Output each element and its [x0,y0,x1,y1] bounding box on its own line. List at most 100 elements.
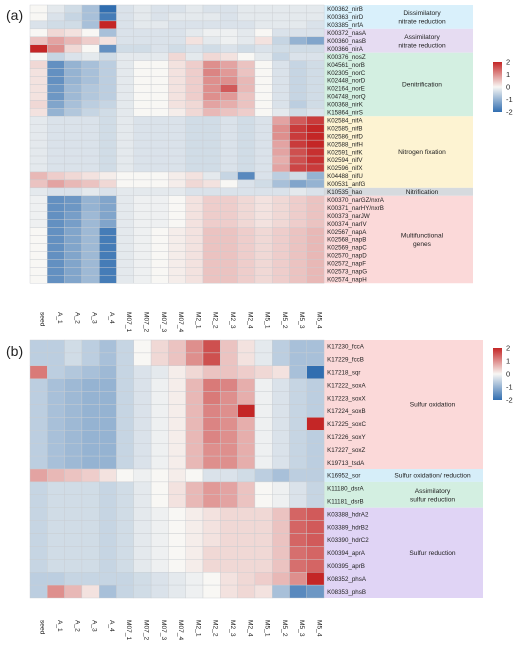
heatmap-cell [150,391,169,405]
heatmap-cell [116,195,134,204]
heatmap-cell [116,378,134,392]
heatmap-cell [185,147,204,157]
heatmap-cell [98,352,117,366]
heatmap-cell [220,481,238,495]
heatmap-cell [272,430,290,444]
heatmap-cell [237,28,256,38]
heatmap-cell [272,339,290,354]
heatmap-cell [150,481,169,495]
heatmap-cell [289,219,307,228]
heatmap-cell [289,520,307,534]
heatmap-cell [133,108,152,117]
heatmap-cell [98,147,117,157]
heatmap-cell [168,12,186,22]
heatmap-cell [116,219,134,228]
heatmap-cell [98,155,117,165]
heatmap-cell [306,219,325,228]
heatmap-cell [220,187,238,197]
heatmap-cell [29,455,48,470]
heatmap-cell [116,52,134,61]
heatmap-cell [254,100,273,109]
heatmap-cell [289,584,307,599]
heatmap-cell [306,481,325,495]
heatmap-cell [220,76,238,85]
heatmap-cell [289,76,307,85]
heatmap-cell [254,108,273,117]
heatmap-cell [289,267,307,276]
heatmap-cell [237,131,256,141]
heatmap-cell [150,195,169,204]
heatmap-cell [202,179,221,189]
heatmap-cell [289,203,307,212]
heatmap-cell [98,259,117,268]
heatmap-cell [150,187,169,197]
heatmap-cell [29,179,48,189]
heatmap-cell [237,60,256,69]
heatmap-cell [185,203,204,212]
heatmap-cell [185,139,204,149]
heatmap-cell [64,559,83,573]
category-band [324,5,473,29]
heatmap-cell [237,100,256,109]
heatmap-cell [81,378,100,392]
color-scale-tick: 2 [506,58,510,67]
heatmap-cell [168,179,186,189]
heatmap-cell [150,259,169,268]
heatmap-cell [81,259,100,268]
heatmap-cell [202,52,221,61]
heatmap-cell [29,235,48,244]
heatmap-cell [306,251,325,260]
heatmap-cell [150,92,169,101]
heatmap-cell [98,443,117,457]
heatmap-cell [29,227,48,236]
heatmap-cell [306,243,325,252]
heatmap-cell [289,227,307,236]
heatmap-cell [272,100,290,109]
heatmap-cell [133,92,152,101]
heatmap-cell [116,92,134,101]
heatmap-cell [272,275,290,284]
heatmap-cell [272,92,290,101]
heatmap-cell [185,455,204,470]
heatmap-cell [202,28,221,38]
heatmap-cell [116,584,134,599]
heatmap-cell [81,116,100,125]
heatmap-cell [202,203,221,212]
heatmap-cell [220,417,238,431]
heatmap-cell [306,267,325,276]
heatmap-cell [116,4,134,14]
heatmap-cell [220,443,238,457]
heatmap-cell [202,147,221,157]
heatmap-cell [272,391,290,405]
heatmap-cell [29,124,48,133]
heatmap-cell [98,520,117,534]
heatmap-panel-b: (b) Sulfur oxidation Sulfur oxidation/ red… [6,339,513,640]
heatmap-cell [116,365,134,379]
heatmap-cell [116,187,134,197]
row-label: K19713_tsdA [327,460,365,467]
heatmap-cell [306,131,325,141]
heatmap-cell [220,267,238,276]
heatmap-cell [272,36,290,45]
heatmap-cell [168,219,186,228]
row-label: K11180_dsrA [327,486,364,493]
heatmap-cell [185,339,204,354]
heatmap-cell [220,28,238,38]
heatmap-cell [98,430,117,444]
heatmap-cell [47,546,65,560]
heatmap-cell [98,546,117,560]
heatmap-cell [220,243,238,252]
heatmap-cell [202,267,221,276]
heatmap-cell [29,139,48,149]
row-label: K00370_narGZ/nxrA [327,197,385,204]
heatmap-cell [133,116,152,125]
heatmap-cell [237,124,256,133]
heatmap-cell [254,339,273,354]
row-label: K04561_norB [327,62,365,69]
heatmap-cell [98,378,117,392]
heatmap-cell [306,84,325,93]
heatmap-cell [29,468,48,483]
column-label: M07_2 [142,620,149,640]
heatmap-cell [133,267,152,276]
heatmap-cell [289,84,307,93]
